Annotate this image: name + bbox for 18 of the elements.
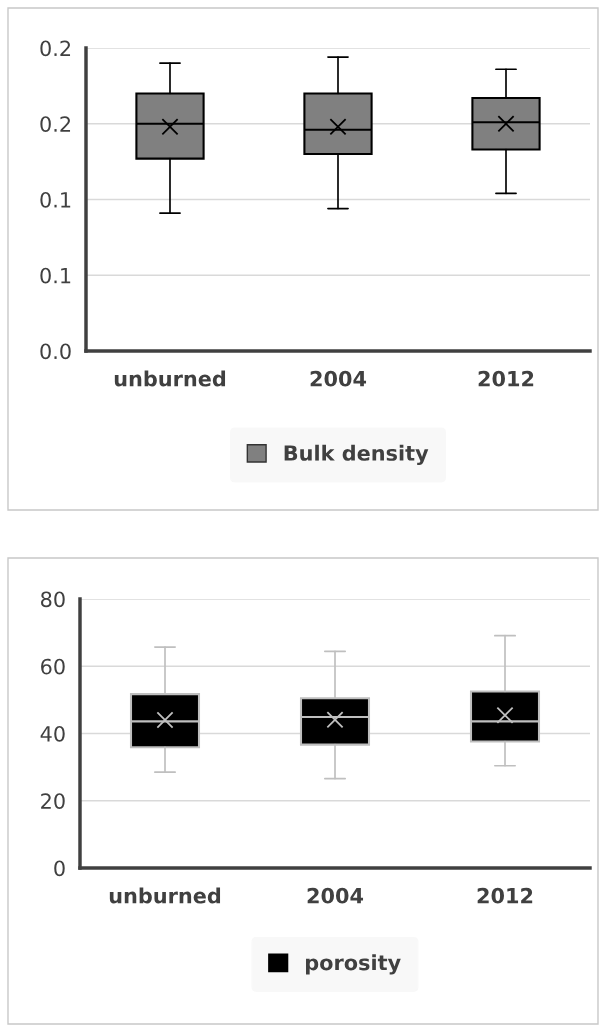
- y-tick-label: 0.0: [40, 343, 71, 360]
- x-tick-label: 2012: [477, 887, 533, 904]
- x-tick-label: 2004: [307, 887, 364, 904]
- y-tick-label: 0.1: [40, 191, 71, 208]
- x-tick-label: 2004: [310, 370, 367, 387]
- legend-label: Bulk density: [284, 444, 429, 466]
- y-tick-label: 0.1: [40, 267, 71, 284]
- y-tick-label: 0: [54, 860, 65, 877]
- y-tick-label: 40: [40, 725, 65, 742]
- y-tick-label: 20: [41, 793, 65, 809]
- legend-label: porosity: [306, 954, 401, 975]
- y-tick-label: 60: [41, 658, 65, 675]
- y-tick-label: 80: [41, 591, 65, 608]
- x-tick-label: unburned: [109, 887, 221, 904]
- x-tick-label: 2012: [478, 370, 534, 387]
- x-tick-label: unburned: [114, 370, 226, 387]
- y-tick-label: 0.2: [40, 116, 71, 132]
- y-tick-label: 0.2: [40, 40, 71, 57]
